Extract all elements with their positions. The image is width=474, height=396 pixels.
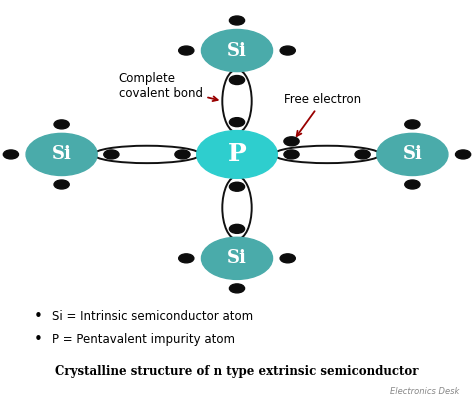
Circle shape [197, 131, 277, 178]
Circle shape [405, 180, 420, 189]
Text: P = Pentavalent impurity atom: P = Pentavalent impurity atom [52, 333, 235, 346]
Circle shape [229, 16, 245, 25]
Circle shape [179, 46, 194, 55]
Text: Si: Si [52, 145, 72, 164]
Text: Complete
covalent bond: Complete covalent bond [118, 72, 218, 101]
Circle shape [229, 76, 245, 84]
Circle shape [175, 150, 190, 159]
Text: P: P [228, 143, 246, 166]
Text: •: • [34, 309, 42, 324]
Text: Si: Si [227, 249, 247, 267]
Circle shape [229, 225, 245, 233]
Ellipse shape [222, 69, 252, 133]
Text: •: • [34, 331, 42, 346]
Text: Si: Si [227, 42, 247, 59]
Circle shape [229, 284, 245, 293]
Circle shape [54, 120, 69, 129]
Text: Crystalline structure of n type extrinsic semiconductor: Crystalline structure of n type extrinsi… [55, 365, 419, 378]
Ellipse shape [274, 146, 380, 163]
Circle shape [3, 150, 18, 159]
Circle shape [377, 133, 448, 175]
Circle shape [201, 237, 273, 280]
Circle shape [280, 254, 295, 263]
Circle shape [284, 150, 299, 159]
Circle shape [405, 120, 420, 129]
Text: Electronics Desk: Electronics Desk [391, 386, 460, 396]
Circle shape [201, 29, 273, 72]
Circle shape [229, 182, 245, 191]
Circle shape [104, 150, 119, 159]
Circle shape [280, 46, 295, 55]
Text: Free electron: Free electron [284, 93, 362, 136]
Ellipse shape [222, 176, 252, 239]
Circle shape [456, 150, 471, 159]
Text: Si: Si [402, 145, 422, 164]
Circle shape [26, 133, 97, 175]
Text: Si = Intrinsic semiconductor atom: Si = Intrinsic semiconductor atom [52, 310, 253, 323]
Circle shape [229, 118, 245, 127]
Circle shape [284, 137, 299, 146]
Circle shape [54, 180, 69, 189]
Ellipse shape [94, 146, 201, 163]
Circle shape [355, 150, 370, 159]
Circle shape [179, 254, 194, 263]
